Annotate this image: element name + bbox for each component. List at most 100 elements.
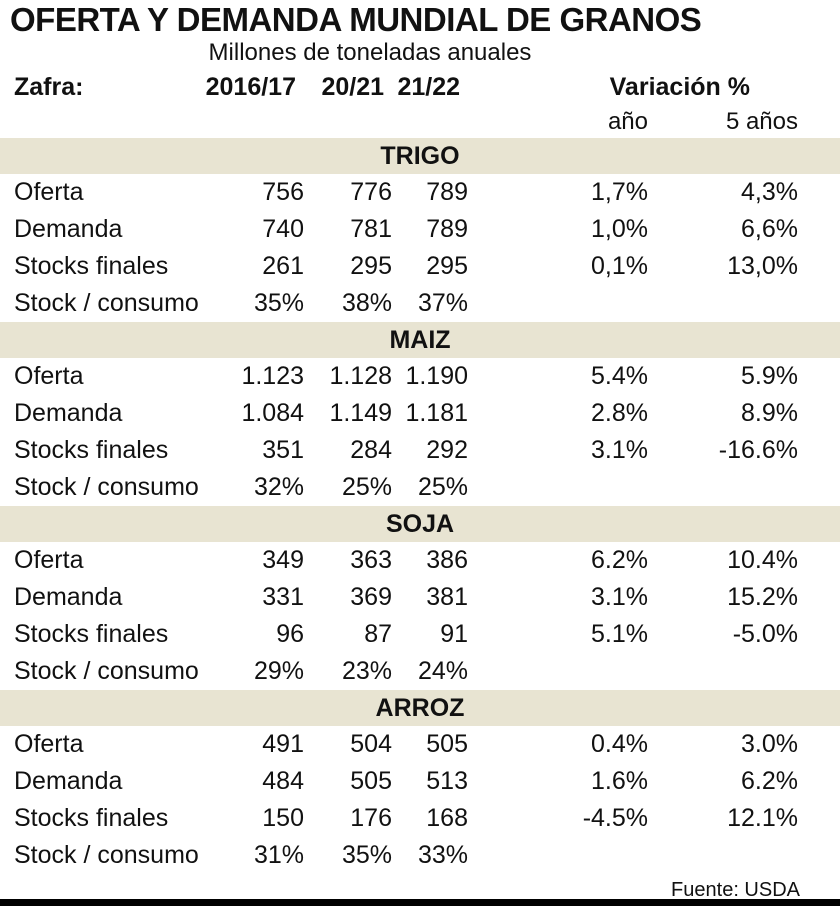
value-2016-17: 31% <box>253 841 304 869</box>
row-label: Oferta <box>14 178 84 206</box>
value-20-21: 38% <box>341 289 392 317</box>
table-header-row: Zafra: 2016/17 20/21 21/22 Variación % <box>0 68 840 106</box>
value-20-21: 25% <box>341 473 392 501</box>
table-row: Stock / consumo 31% 35% 33% <box>0 837 840 874</box>
var-5-anos: 6.2% <box>741 767 798 795</box>
value-2016-17: 29% <box>253 657 304 685</box>
value-2016-17: 261 <box>262 252 304 280</box>
value-21-22: 168 <box>426 804 468 832</box>
section-title: MAIZ <box>389 326 451 354</box>
row-label: Demanda <box>14 767 123 795</box>
value-20-21: 87 <box>364 620 392 648</box>
section-band: SOJA <box>0 506 840 542</box>
row-label: Demanda <box>14 215 123 243</box>
value-21-22: 292 <box>426 436 468 464</box>
value-2016-17: 491 <box>262 730 304 758</box>
var-5-anos: 5.9% <box>741 362 798 390</box>
value-21-22: 1.181 <box>405 399 468 427</box>
var-ano: 5.1% <box>591 620 648 648</box>
var-ano: 1,0% <box>591 215 648 243</box>
year-column-21-22: 21/22 <box>397 73 460 101</box>
table-sections: TRIGO Oferta 756 776 789 1,7% 4,3% Demanda 740 78… <box>0 138 840 874</box>
value-20-21: 1.149 <box>329 399 392 427</box>
value-2016-17: 331 <box>262 583 304 611</box>
var-ano: 0,1% <box>591 252 648 280</box>
value-2016-17: 1.123 <box>241 362 304 390</box>
var-ano: 3.1% <box>591 583 648 611</box>
table-row: Stock / consumo 32% 25% 25% <box>0 469 840 506</box>
table-row: Stock / consumo 29% 23% 24% <box>0 653 840 690</box>
var-5-anos: 12.1% <box>727 804 798 832</box>
table-row: Oferta 1.123 1.128 1.190 5.4% 5.9% <box>0 358 840 395</box>
value-20-21: 1.128 <box>329 362 392 390</box>
var-5-anos: -16.6% <box>718 436 798 464</box>
value-20-21: 35% <box>341 841 392 869</box>
value-2016-17: 351 <box>262 436 304 464</box>
value-20-21: 295 <box>350 252 392 280</box>
year-column-2016-17: 2016/17 <box>205 73 296 101</box>
variation-subheader-row: año 5 años <box>0 106 840 138</box>
value-20-21: 504 <box>350 730 392 758</box>
table-row: Stocks finales 96 87 91 5.1% -5.0% <box>0 616 840 653</box>
year-column-20-21: 20/21 <box>321 73 384 101</box>
var-5-anos: 10.4% <box>727 546 798 574</box>
row-label: Oferta <box>14 730 84 758</box>
value-21-22: 25% <box>417 473 468 501</box>
value-2016-17: 150 <box>262 804 304 832</box>
value-2016-17: 35% <box>253 289 304 317</box>
row-label: Stocks finales <box>14 252 169 280</box>
section-band: ARROZ <box>0 690 840 726</box>
table-row: Demanda 740 781 789 1,0% 6,6% <box>0 211 840 248</box>
var-ano: 1,7% <box>591 178 648 206</box>
value-21-22: 295 <box>426 252 468 280</box>
value-21-22: 24% <box>417 657 468 685</box>
row-label: Stocks finales <box>14 804 169 832</box>
value-21-22: 1.190 <box>405 362 468 390</box>
var-5-anos: 3.0% <box>741 730 798 758</box>
section-title: SOJA <box>385 510 455 538</box>
value-20-21: 369 <box>350 583 392 611</box>
value-21-22: 505 <box>426 730 468 758</box>
var-ano: 5.4% <box>591 362 648 390</box>
section-title: ARROZ <box>375 694 465 722</box>
row-label: Oferta <box>14 546 84 574</box>
section-title: TRIGO <box>380 142 460 170</box>
var-ano: 0.4% <box>591 730 648 758</box>
source-credit: Fuente: USDA <box>671 879 800 901</box>
var-ano: 2.8% <box>591 399 648 427</box>
table-row: Oferta 756 776 789 1,7% 4,3% <box>0 174 840 211</box>
value-21-22: 386 <box>426 546 468 574</box>
table-subtitle: Millones de toneladas anuales <box>208 39 532 66</box>
value-21-22: 789 <box>426 215 468 243</box>
var-ano: 1.6% <box>591 767 648 795</box>
bottom-accent-bar <box>0 899 840 906</box>
table-row: Stocks finales 351 284 292 3.1% -16.6% <box>0 432 840 469</box>
variation-column-year: año <box>607 108 648 135</box>
row-label: Stock / consumo <box>14 657 199 685</box>
table-row: Stocks finales 261 295 295 0,1% 13,0% <box>0 248 840 285</box>
table-row: Stock / consumo 35% 38% 37% <box>0 285 840 322</box>
value-20-21: 505 <box>350 767 392 795</box>
value-21-22: 381 <box>426 583 468 611</box>
var-ano: 6.2% <box>591 546 648 574</box>
zafra-label: Zafra: <box>14 73 84 101</box>
value-2016-17: 96 <box>276 620 304 648</box>
value-20-21: 23% <box>341 657 392 685</box>
value-2016-17: 484 <box>262 767 304 795</box>
value-21-22: 37% <box>417 289 468 317</box>
row-label: Stock / consumo <box>14 289 199 317</box>
variation-column-5-years: 5 años <box>725 108 798 135</box>
value-2016-17: 349 <box>262 546 304 574</box>
value-21-22: 789 <box>426 178 468 206</box>
value-20-21: 284 <box>350 436 392 464</box>
row-label: Stock / consumo <box>14 841 199 869</box>
row-label: Stock / consumo <box>14 473 199 501</box>
var-5-anos: 13,0% <box>727 252 798 280</box>
variation-header: Variación % <box>609 73 750 101</box>
table-row: Demanda 484 505 513 1.6% 6.2% <box>0 763 840 800</box>
var-5-anos: 6,6% <box>741 215 798 243</box>
value-2016-17: 740 <box>262 215 304 243</box>
table-row: Oferta 491 504 505 0.4% 3.0% <box>0 726 840 763</box>
var-5-anos: 4,3% <box>741 178 798 206</box>
value-21-22: 91 <box>440 620 468 648</box>
